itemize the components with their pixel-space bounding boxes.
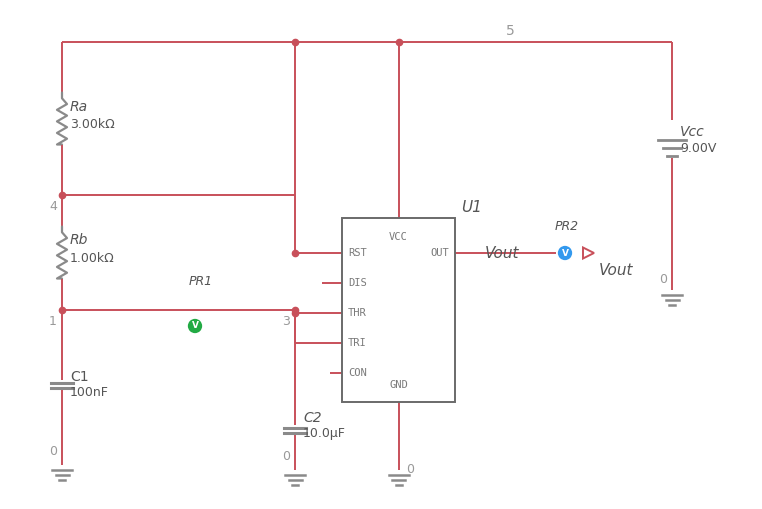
Text: 9.00V: 9.00V [680, 142, 716, 155]
Text: Vout: Vout [599, 263, 633, 278]
Text: 0: 0 [49, 445, 57, 458]
Text: TRI: TRI [348, 338, 367, 348]
Circle shape [557, 245, 573, 261]
Text: 10.0μF: 10.0μF [303, 428, 346, 440]
Text: PR1: PR1 [189, 275, 213, 288]
Text: C1: C1 [70, 370, 88, 384]
Text: 100nF: 100nF [70, 386, 109, 400]
Bar [342, 218, 455, 402]
Text: 3: 3 [282, 315, 290, 328]
Text: 0: 0 [282, 450, 290, 463]
Text: 0: 0 [659, 273, 667, 286]
Text: RST: RST [348, 248, 367, 258]
Text: 1: 1 [49, 315, 57, 328]
Text: 4: 4 [49, 200, 57, 213]
Text: Ra: Ra [70, 99, 88, 114]
Text: 1.00kΩ: 1.00kΩ [70, 252, 115, 265]
Text: CON: CON [348, 368, 367, 378]
Text: Rb: Rb [70, 234, 88, 247]
Text: PR2: PR2 [555, 220, 579, 233]
Text: OUT: OUT [431, 248, 449, 258]
Text: DIS: DIS [348, 278, 367, 288]
Text: VCC: VCC [389, 232, 408, 242]
Text: Vcc: Vcc [680, 125, 705, 139]
Text: GND: GND [389, 380, 408, 390]
Text: 3.00kΩ: 3.00kΩ [70, 118, 115, 131]
Text: U1: U1 [461, 200, 482, 215]
Text: C2: C2 [303, 411, 322, 425]
Text: V: V [562, 248, 568, 258]
Circle shape [187, 318, 203, 334]
Text: 0: 0 [406, 463, 415, 476]
Text: 5: 5 [506, 24, 514, 38]
Text: V: V [191, 322, 198, 330]
Text: Vout: Vout [485, 245, 520, 261]
Text: THR: THR [348, 308, 367, 318]
